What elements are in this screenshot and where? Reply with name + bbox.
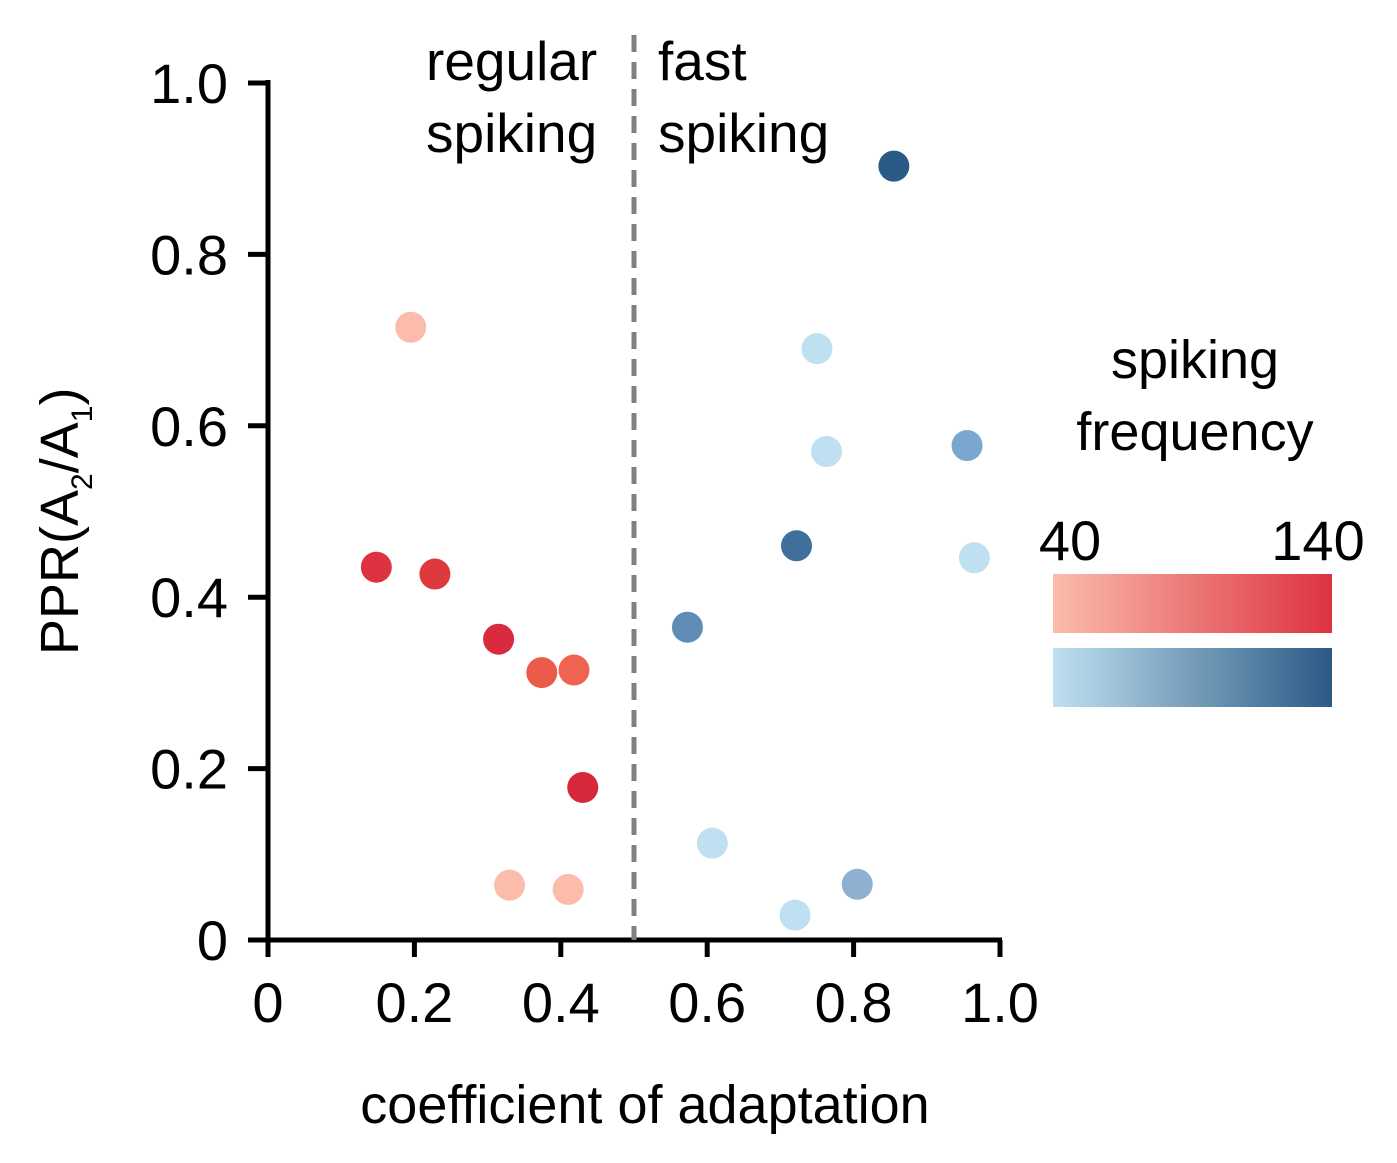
y-ticks: 0 0.2 0.4 0.6 0.8 1.0 — [150, 52, 268, 972]
data-point-red-2 — [419, 558, 451, 590]
colorbar-title-line2: frequency — [1076, 402, 1313, 462]
region-label-fast-line2: spiking — [658, 102, 829, 164]
region-label-regular-line2: spiking — [426, 102, 597, 164]
y-axis-label-sub1: 2 — [66, 473, 99, 490]
region-label-fast-line1: fast — [658, 30, 747, 92]
data-point-blue-6 — [671, 611, 703, 643]
data-point-blue-8 — [841, 868, 873, 900]
data-point-blue-2 — [811, 436, 843, 468]
y-axis-label-prefix: PPR(A — [30, 490, 90, 655]
y-axis-label-mid: /A — [30, 422, 90, 473]
y-tick-label: 0.4 — [150, 566, 228, 629]
y-tick-label: 1.0 — [150, 52, 228, 115]
region-label-regular-line1: regular — [426, 30, 597, 92]
x-tick-label: 0.2 — [375, 971, 453, 1034]
x-tick-label: 0.6 — [668, 971, 746, 1034]
data-point-red-0 — [395, 311, 427, 343]
data-point-blue-3 — [951, 430, 983, 462]
y-tick-label: 0 — [197, 909, 228, 972]
data-point-red-5 — [558, 654, 590, 686]
data-point-red-8 — [552, 873, 584, 905]
colorbar-title-line1: spiking — [1111, 330, 1279, 390]
colorbar-red-gradient — [1053, 574, 1332, 633]
y-tick-label: 0.8 — [150, 223, 228, 286]
x-tick-label: 0.4 — [522, 971, 600, 1034]
data-point-blue-9 — [779, 899, 811, 931]
data-point-blue-0 — [878, 150, 910, 182]
x-ticks: 0 0.2 0.4 0.6 0.8 1.0 — [252, 940, 1039, 1034]
x-tick-label: 0.8 — [815, 971, 893, 1034]
data-point-red-3 — [483, 623, 515, 655]
data-point-red-7 — [494, 869, 526, 901]
axes — [265, 80, 1002, 943]
data-point-red-1 — [360, 551, 392, 583]
y-axis-label-sub2: 1 — [66, 406, 99, 423]
colorbar-min-label: 40 — [1039, 509, 1101, 572]
colorbar-blue-gradient — [1053, 648, 1332, 707]
data-point-blue-5 — [958, 542, 990, 574]
colorbar-legend: spiking frequency 40 140 — [1039, 330, 1365, 707]
x-tick-label: 0 — [252, 971, 283, 1034]
y-axis-label: PPR(A2/A1) — [30, 388, 99, 655]
colorbar-max-label: 140 — [1271, 509, 1364, 572]
y-axis-label-suffix: ) — [30, 388, 90, 406]
data-point-blue-4 — [781, 530, 813, 562]
data-point-red-6 — [567, 771, 599, 803]
y-tick-label: 0.2 — [150, 738, 228, 801]
data-point-blue-7 — [696, 827, 728, 859]
x-tick-label: 1.0 — [961, 971, 1039, 1034]
data-points — [360, 150, 990, 931]
data-point-red-4 — [526, 657, 558, 689]
y-tick-label: 0.6 — [150, 395, 228, 458]
x-axis-label: coefficient of adaptation — [360, 1075, 929, 1135]
data-point-blue-1 — [801, 333, 833, 365]
